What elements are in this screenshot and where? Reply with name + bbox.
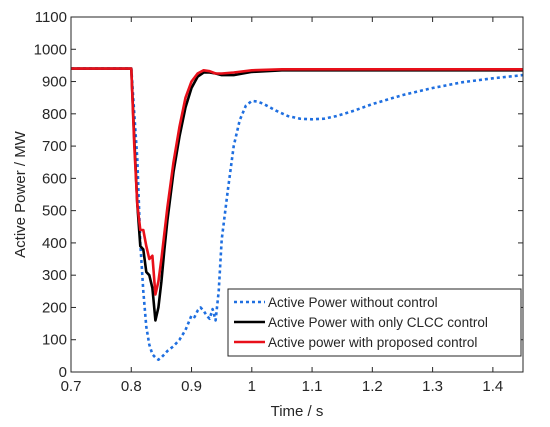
y-axis-label: Active Power / MW (12, 130, 29, 258)
y-tick-label: 1100 (35, 9, 67, 26)
y-tick-label: 100 (42, 332, 67, 349)
plot-frame (70, 16, 524, 373)
series-line-3 (71, 67, 523, 296)
y-tick-label: 200 (42, 299, 67, 316)
legend: Active Power without control Active Power… (227, 288, 522, 357)
legend-label: Active Power with only CLCC control (268, 315, 488, 330)
y-tick-label: 400 (42, 235, 67, 252)
y-tick-label: 600 (42, 170, 67, 187)
x-axis: 0.7 0.8 0.9 1 1.1 1.2 1.3 1.4 (61, 17, 503, 395)
x-tick-label: 1.4 (482, 378, 503, 395)
legend-label: Active Power without control (268, 295, 438, 310)
legend-label: Active power with proposed control (268, 335, 477, 350)
x-tick-label: 1.1 (302, 378, 323, 395)
y-tick-label: 900 (42, 74, 67, 91)
x-tick-label: 0.7 (61, 378, 82, 395)
x-tick-label: 1 (248, 378, 256, 395)
y-tick-label: 300 (42, 267, 67, 284)
x-tick-label: 0.8 (121, 378, 142, 395)
x-tick-label: 0.9 (181, 378, 202, 395)
series-layer (71, 67, 523, 361)
series-line-1 (71, 67, 523, 361)
y-tick-label: 500 (42, 203, 67, 220)
series-line-2 (71, 67, 523, 322)
y-tick-label: 700 (42, 138, 67, 155)
legend-box (227, 288, 522, 357)
x-tick-label: 1.3 (422, 378, 443, 395)
y-axis: 0 100 200 300 400 500 600 700 800 900 1000 1100 (34, 9, 523, 381)
x-tick-label: 1.2 (362, 378, 383, 395)
y-tick-label: 800 (42, 106, 67, 123)
y-tick-label: 0 (59, 364, 67, 381)
x-axis-label: Time / s (271, 403, 324, 420)
y-tick-label: 1000 (34, 41, 67, 58)
